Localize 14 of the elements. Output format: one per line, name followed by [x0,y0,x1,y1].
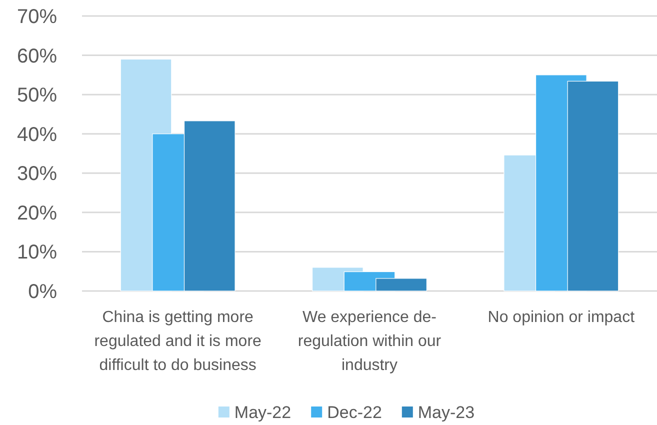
legend-label: May-23 [418,402,475,422]
x-tick-label: China is getting more regulated and it is more difficult to do business [94,309,262,374]
legend-label: May-22 [234,402,292,422]
x-tick-label: We experience de-regulation within our industry [298,309,442,374]
legend-label: Dec-22 [327,402,382,422]
y-tick-label: 10% [16,242,58,264]
x-tick-label: No opinion or impact [488,309,636,326]
y-tick-label: 60% [16,45,58,68]
y-tick-label: 30% [16,163,58,186]
y-tick-label: 50% [16,84,58,107]
y-tick-label: 40% [16,124,58,146]
y-tick-label: 70% [16,6,58,28]
y-tick-label: 0% [28,281,58,303]
y-tick-label: 20% [16,202,58,224]
